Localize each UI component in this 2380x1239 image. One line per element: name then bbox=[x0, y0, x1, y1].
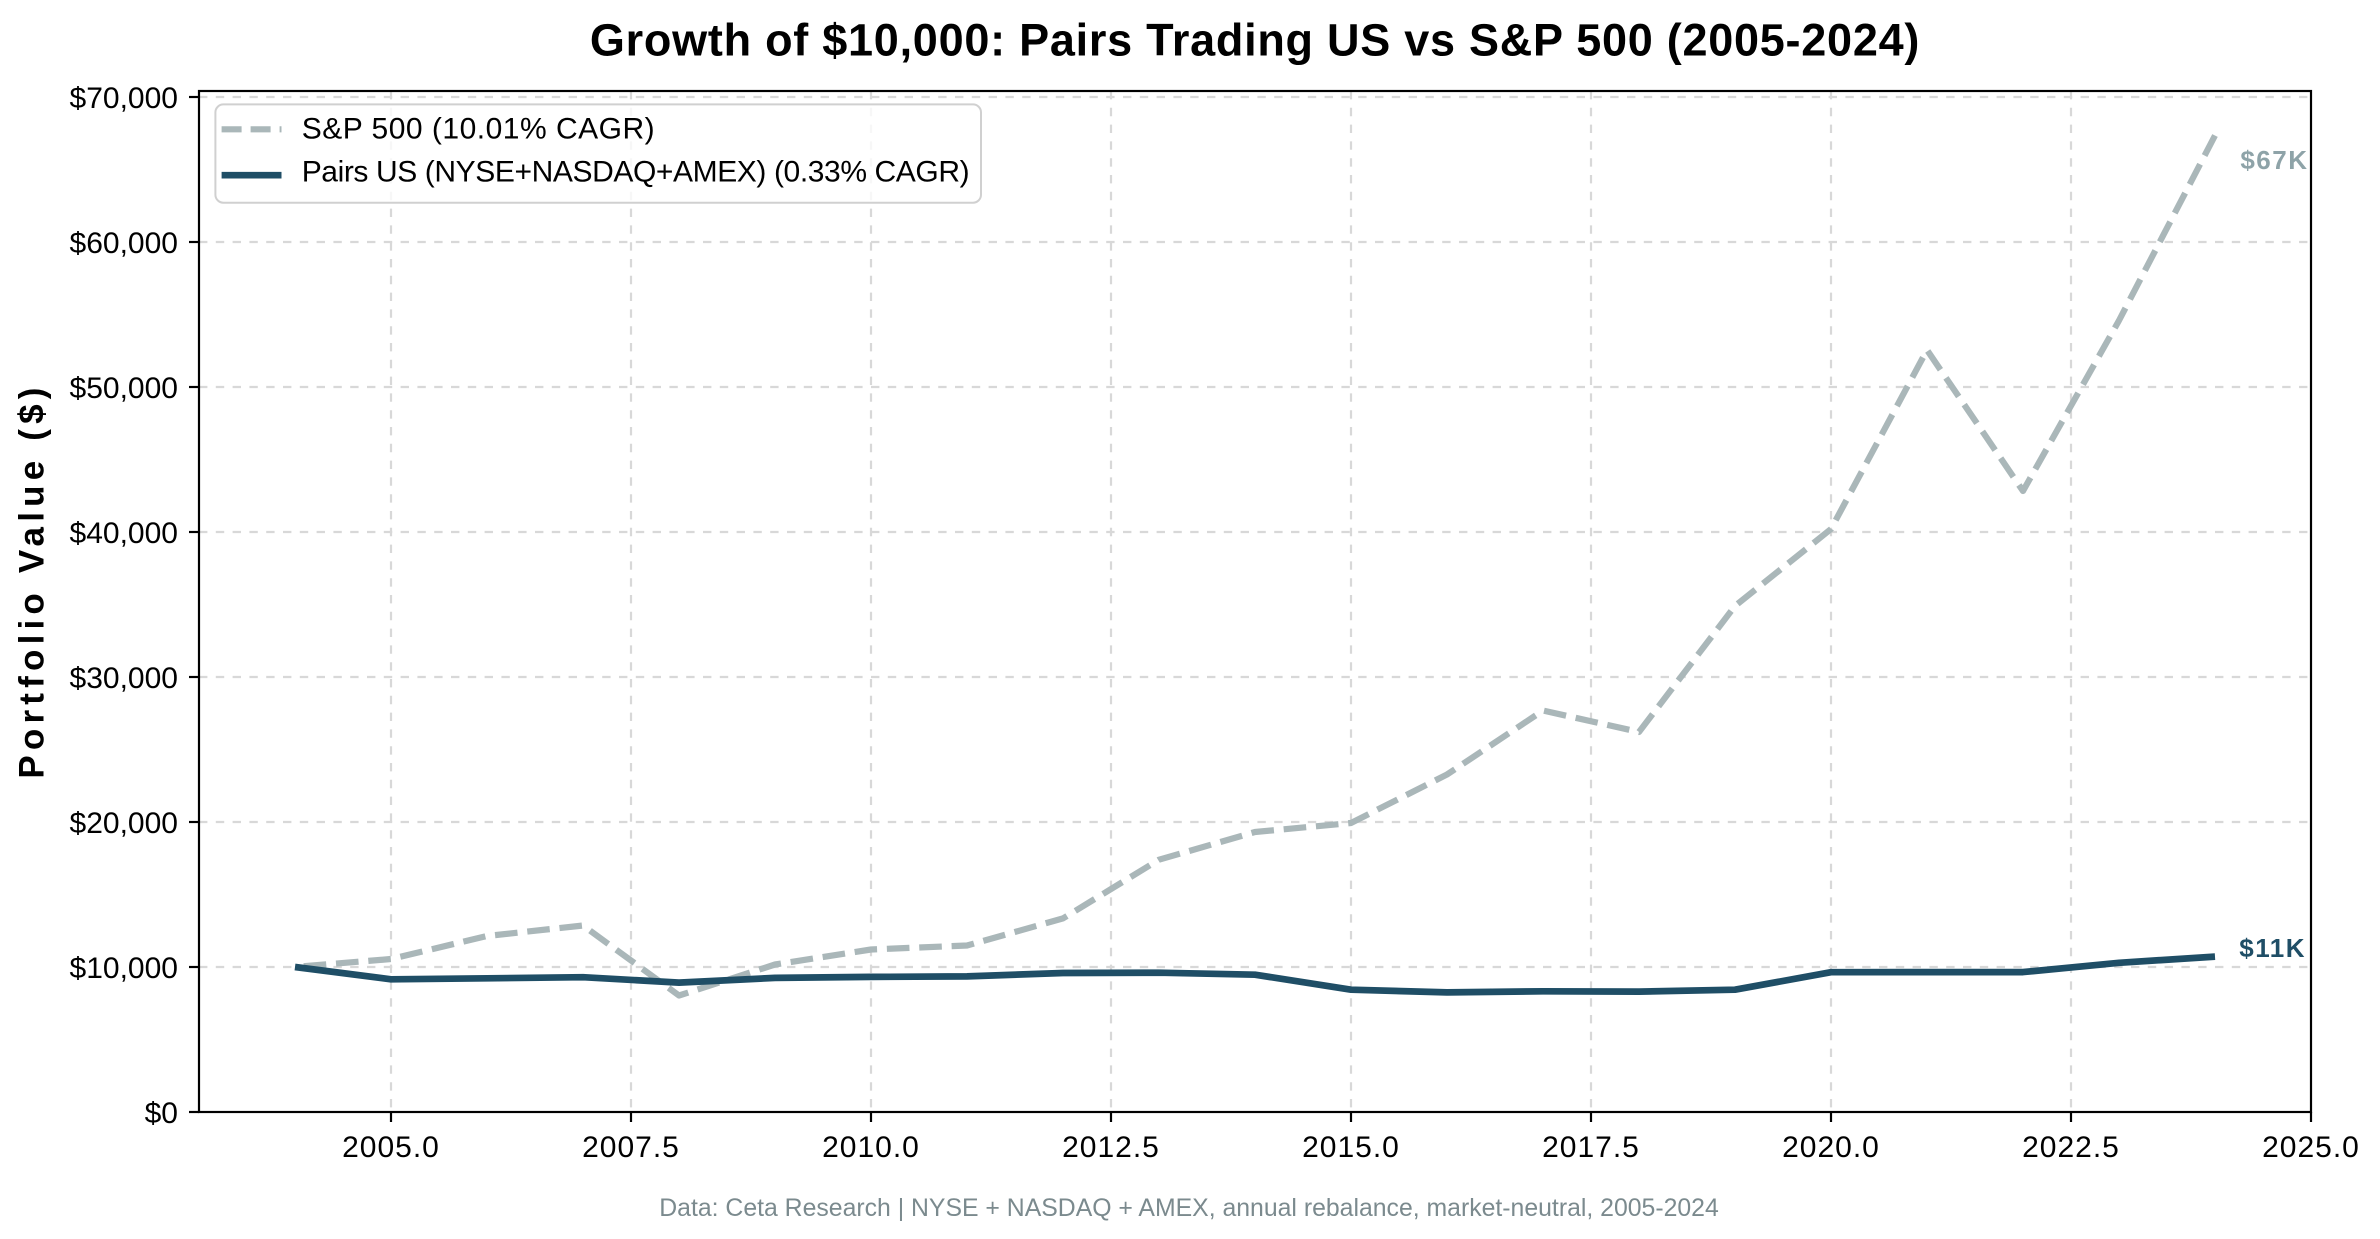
svg-text:$50,000: $50,000 bbox=[70, 372, 178, 405]
svg-text:Portfolio Value ($): Portfolio Value ($) bbox=[13, 382, 52, 778]
svg-text:$10,000: $10,000 bbox=[70, 952, 178, 985]
svg-text:$70,000: $70,000 bbox=[70, 82, 178, 115]
svg-text:$20,000: $20,000 bbox=[70, 807, 178, 840]
svg-text:2010.0: 2010.0 bbox=[822, 1131, 920, 1164]
svg-text:$30,000: $30,000 bbox=[70, 662, 178, 695]
svg-text:2022.5: 2022.5 bbox=[2022, 1131, 2120, 1164]
svg-text:2007.5: 2007.5 bbox=[582, 1131, 680, 1164]
svg-text:Growth of $10,000: Pairs Tradi: Growth of $10,000: Pairs Trading US vs S… bbox=[590, 15, 1920, 66]
svg-text:$40,000: $40,000 bbox=[70, 517, 178, 550]
svg-text:2012.5: 2012.5 bbox=[1062, 1131, 1160, 1164]
svg-text:$0: $0 bbox=[145, 1097, 178, 1130]
svg-text:2020.0: 2020.0 bbox=[1782, 1131, 1880, 1164]
svg-text:2015.0: 2015.0 bbox=[1302, 1131, 1400, 1164]
svg-text:$67K: $67K bbox=[2240, 145, 2308, 175]
svg-text:$60,000: $60,000 bbox=[70, 227, 178, 260]
svg-text:2017.5: 2017.5 bbox=[1542, 1131, 1640, 1164]
svg-text:S&P 500 (10.01% CAGR): S&P 500 (10.01% CAGR) bbox=[302, 113, 655, 146]
svg-text:Data: Ceta Research | NYSE + N: Data: Ceta Research | NYSE + NASDAQ + AM… bbox=[659, 1195, 1719, 1222]
svg-text:Pairs US (NYSE+NASDAQ+AMEX) (0: Pairs US (NYSE+NASDAQ+AMEX) (0.33% CAGR) bbox=[302, 155, 970, 188]
svg-text:2025.0: 2025.0 bbox=[2262, 1131, 2360, 1164]
svg-text:$11K: $11K bbox=[2239, 933, 2306, 963]
svg-text:2005.0: 2005.0 bbox=[342, 1131, 440, 1164]
